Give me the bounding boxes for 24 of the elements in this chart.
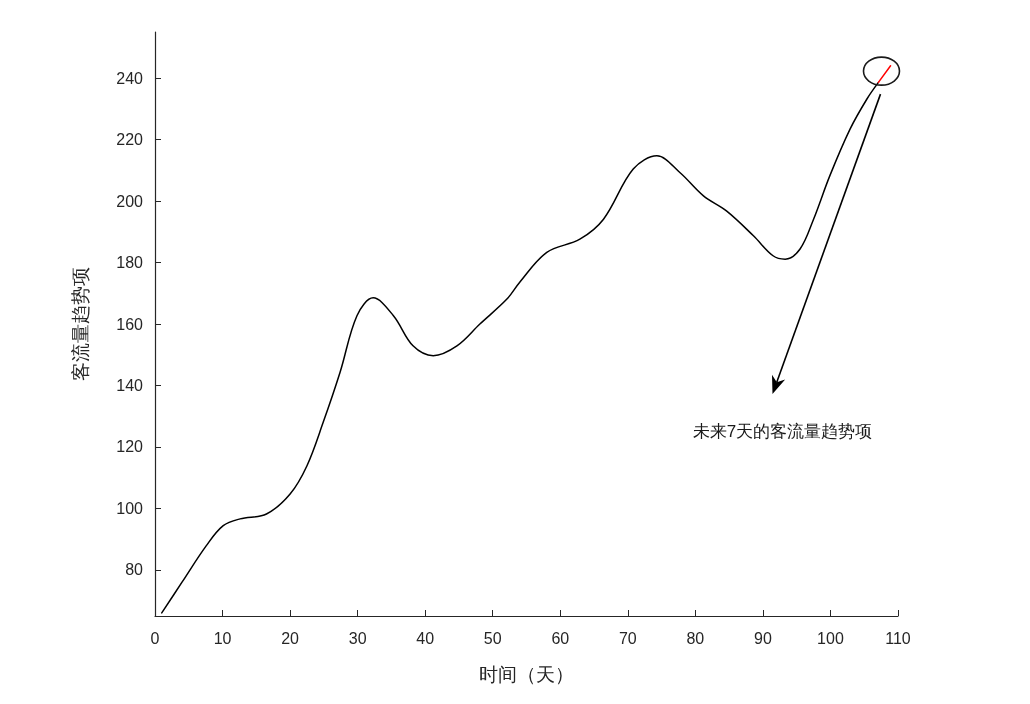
x-axis-title: 时间（天） <box>479 662 574 685</box>
y-tick-label: 80 <box>125 561 144 579</box>
x-tick-label: 30 <box>348 629 367 647</box>
x-tick-label: 10 <box>213 629 232 647</box>
x-tick-label: 80 <box>686 629 705 647</box>
y-tick-label: 220 <box>116 131 144 149</box>
y-tick-label: 180 <box>116 254 144 272</box>
y-tick-label: 140 <box>116 376 144 394</box>
y-tick-label: 200 <box>116 192 144 210</box>
x-tick-label: 0 <box>150 629 160 647</box>
x-tick-label: 40 <box>416 629 435 647</box>
x-tick-label: 60 <box>551 629 570 647</box>
x-tick-label: 50 <box>483 629 502 647</box>
x-tick-label: 20 <box>281 629 300 647</box>
x-tick-label: 90 <box>754 629 772 647</box>
y-tick-label: 100 <box>116 499 144 517</box>
y-tick-label: 240 <box>116 69 144 87</box>
x-tick-label: 110 <box>885 629 911 647</box>
annotation: 未来7天的客流量趋势项 <box>692 421 873 441</box>
y-tick-label: 160 <box>116 315 144 333</box>
y-tick-label: 120 <box>116 438 144 456</box>
x-tick-label: 100 <box>817 629 844 647</box>
x-tick-label: 70 <box>618 629 637 647</box>
y-axis-title: 客流量趋势项 <box>68 267 91 381</box>
